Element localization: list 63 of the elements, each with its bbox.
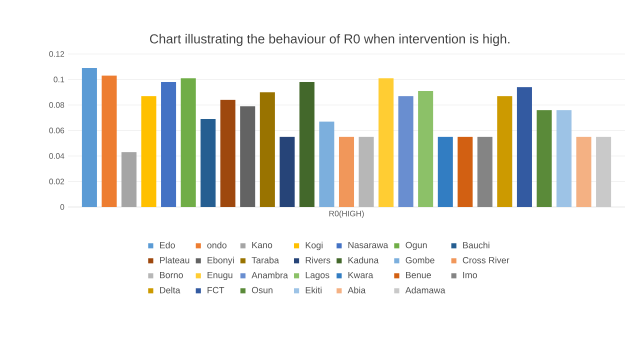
chart-title: Chart illustrating the behaviour of R0 when intervention is high. xyxy=(150,34,510,46)
legend-label: Ogun xyxy=(406,242,427,250)
bar xyxy=(438,136,453,207)
bar xyxy=(338,136,354,207)
legend-label: Imo xyxy=(463,272,478,278)
bar xyxy=(596,136,612,207)
legend-label: Delta xyxy=(160,286,180,294)
bar xyxy=(418,90,434,207)
legend-label: Kogi xyxy=(306,242,322,250)
bar xyxy=(358,136,374,207)
legend-label: Nasarawa xyxy=(348,242,388,248)
bar xyxy=(240,106,256,207)
legend-label: Taraba xyxy=(252,256,280,264)
bar xyxy=(458,136,473,207)
x-tick-label: R0(HIGH) xyxy=(329,210,364,218)
bar xyxy=(161,82,176,207)
bar xyxy=(280,136,295,207)
legend-label: Enugu xyxy=(208,272,232,280)
bar xyxy=(200,119,216,207)
legend-label: Bauchi xyxy=(463,242,490,248)
bar xyxy=(319,122,334,207)
y-tick-label: 0.04 xyxy=(49,153,64,159)
y-tick-label: 0.06 xyxy=(49,128,64,134)
bar xyxy=(220,100,236,207)
legend-label: Gombe xyxy=(406,256,434,264)
y-tick-label: 0.08 xyxy=(49,102,64,108)
legend-label: Plateau xyxy=(160,256,190,264)
legend-label: Osun xyxy=(252,286,272,294)
legend-label: Abia xyxy=(348,286,366,294)
y-tick-label: 0 xyxy=(60,204,64,210)
bar xyxy=(260,92,275,207)
bar xyxy=(102,76,117,207)
legend-label: Kaduna xyxy=(348,256,379,264)
legend-label: Adamawa xyxy=(405,286,446,294)
y-tick-label: 0.12 xyxy=(49,51,64,57)
bar xyxy=(497,96,512,207)
bar xyxy=(536,110,552,207)
legend-label: Benue xyxy=(406,272,431,278)
bar xyxy=(299,82,314,207)
y-tick-label: 0.1 xyxy=(54,76,64,82)
bar xyxy=(576,136,592,207)
bar xyxy=(477,136,492,207)
bar xyxy=(180,78,196,207)
bar xyxy=(141,96,156,207)
legend-label: Ebonyi xyxy=(208,256,234,266)
bar xyxy=(516,87,532,207)
bar xyxy=(556,110,572,207)
legend-label: Kano xyxy=(252,242,272,248)
bar xyxy=(398,96,414,207)
legend-label: Anambra xyxy=(252,272,288,278)
legend-label: Cross River xyxy=(462,256,510,264)
legend-label: Edo xyxy=(160,242,175,248)
legend-label: Borno xyxy=(160,272,183,278)
legend-label: Lagos xyxy=(306,272,330,280)
legend-label: Ekiti xyxy=(306,286,322,294)
bar xyxy=(121,152,137,207)
legend-label: FCT xyxy=(208,286,224,294)
bar xyxy=(82,68,97,207)
y-tick-label: 0.02 xyxy=(49,178,64,184)
legend-label: ondo xyxy=(207,242,227,248)
bar xyxy=(378,78,394,207)
legend-label: Kwara xyxy=(348,272,374,278)
legend-label: Rivers xyxy=(306,256,330,264)
